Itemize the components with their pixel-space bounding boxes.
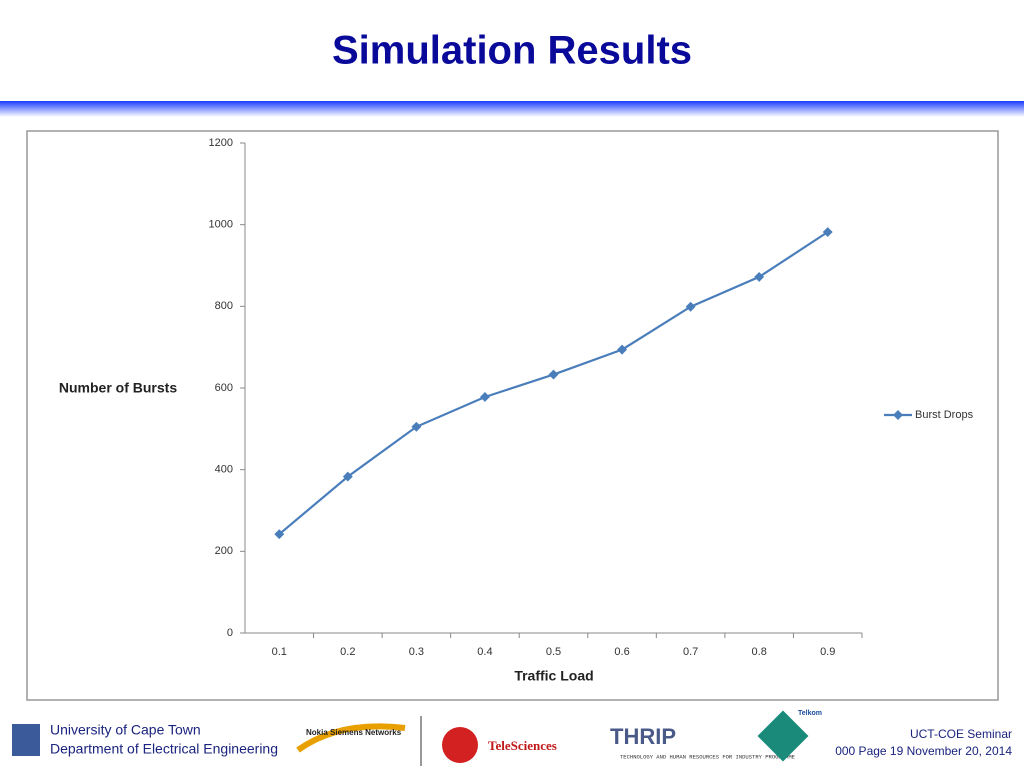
chart: 0 200 400 600 800 1000 1200 0.1 0.2 0.3 0.4 0.5 0.6 0… xyxy=(59,137,974,684)
university: University of Cape Town xyxy=(50,722,201,738)
uct-crest xyxy=(12,724,40,756)
x-tick-label: 0.2 xyxy=(340,646,355,658)
y-tick-label: 600 xyxy=(215,382,233,394)
telkom-logo: Telkom xyxy=(798,710,822,717)
y-tick-label: 0 xyxy=(227,627,233,639)
department: Department of Electrical Engineering xyxy=(50,741,278,757)
chart-frame xyxy=(26,130,999,701)
marker xyxy=(685,301,696,312)
marker xyxy=(822,227,833,237)
y-axis-label: Number of Bursts xyxy=(59,380,177,396)
marker xyxy=(548,369,559,380)
x-tick-label: 0.4 xyxy=(477,646,492,658)
nsn-logo: Nokia Siemens Networks xyxy=(306,728,402,737)
x-tick-label: 0.6 xyxy=(614,646,629,658)
y-tick-label: 400 xyxy=(215,464,233,476)
marker xyxy=(479,392,490,402)
thrip-subtitle: TECHNOLOGY AND HUMAN RESOURCES FOR INDUS… xyxy=(620,753,796,760)
slide-title: Simulation Results xyxy=(332,29,692,73)
x-tick-label: 0.8 xyxy=(752,646,767,658)
y-tick-label: 1200 xyxy=(209,137,233,149)
y-tick-label: 800 xyxy=(215,300,233,312)
y-tick-label: 200 xyxy=(215,545,233,557)
x-tick-label: 0.5 xyxy=(546,646,561,658)
marker xyxy=(411,421,422,432)
legend-label: Burst Drops xyxy=(915,409,974,421)
marker xyxy=(617,344,628,355)
header-bar xyxy=(0,101,1024,117)
y-tick-label: 1000 xyxy=(209,219,233,231)
seminar: UCT-COE Seminar xyxy=(910,727,1012,741)
x-tick-label: 0.7 xyxy=(683,646,698,658)
telkom-mark xyxy=(757,710,809,762)
marker xyxy=(342,471,353,482)
nsn-swoosh xyxy=(296,723,406,753)
x-tick-label: 0.3 xyxy=(409,646,424,658)
x-axis-label: Traffic Load xyxy=(514,668,593,684)
marker xyxy=(754,271,765,282)
thrip-logo: THRIP xyxy=(610,724,676,749)
marker xyxy=(274,529,285,540)
ts-logo: TeleSciences xyxy=(488,738,557,753)
x-tick-label: 0.9 xyxy=(820,646,835,658)
ts-logo-mark xyxy=(442,727,478,763)
page-info: 000 Page 19 November 20, 2014 xyxy=(835,744,1012,758)
legend-marker xyxy=(893,410,903,420)
x-tick-label: 0.1 xyxy=(272,646,287,658)
